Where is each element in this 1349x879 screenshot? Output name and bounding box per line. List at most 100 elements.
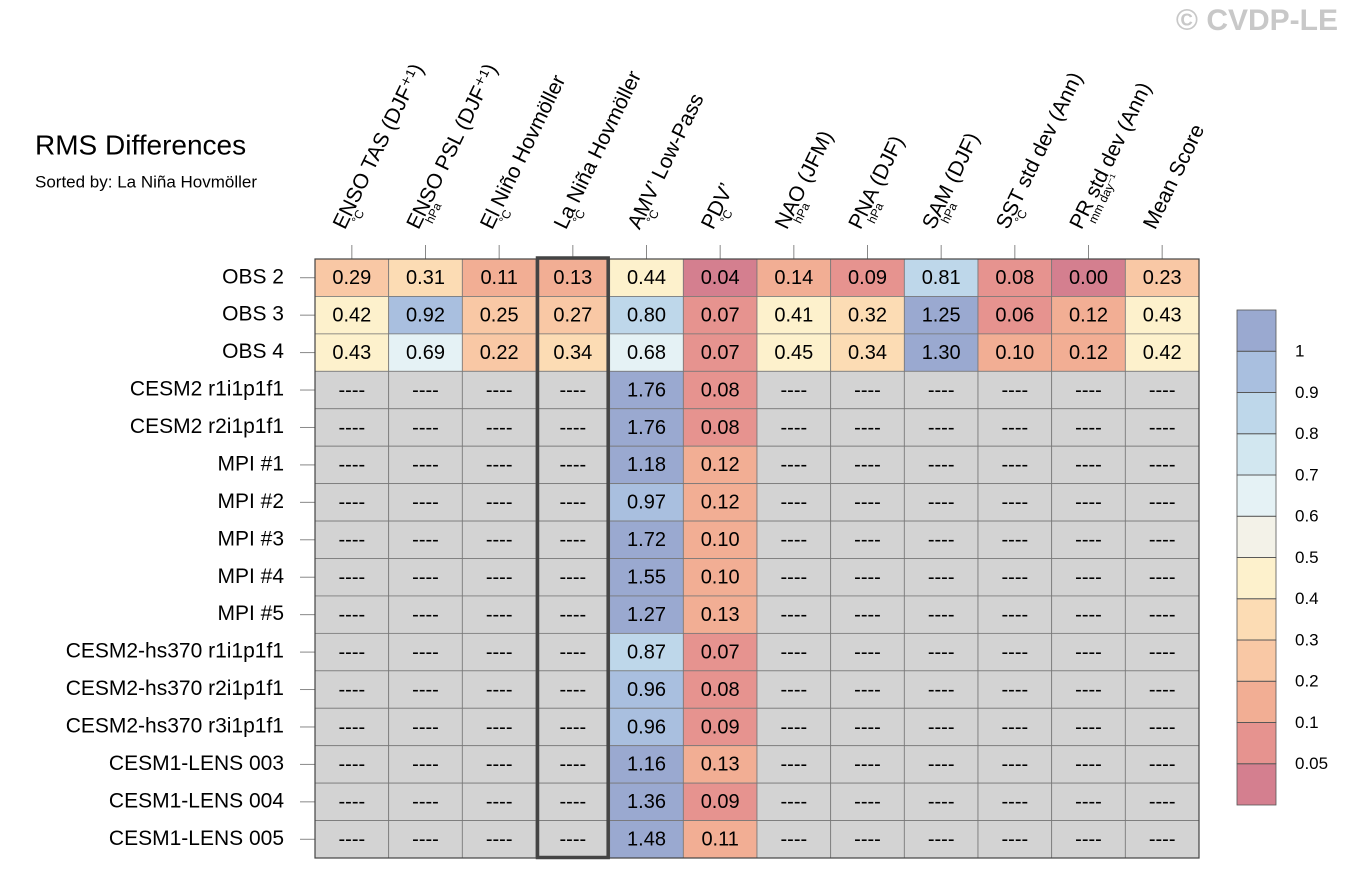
cell-label: 0.10	[701, 567, 740, 589]
column-label: AMV’ Low-Pass	[623, 90, 708, 233]
cell-label: 0.09	[701, 716, 740, 738]
missing-cell	[1051, 782, 1126, 821]
colorbar-tick-label: 0.05	[1295, 754, 1328, 773]
cell-label: ----	[1149, 641, 1176, 663]
cell-label: 0.25	[480, 304, 519, 326]
cell-label: ----	[560, 379, 587, 401]
row-label: OBS 2	[222, 265, 284, 288]
colorbar-tick-label: 0.9	[1295, 383, 1319, 402]
missing-cell	[1051, 558, 1126, 597]
missing-cell	[1124, 632, 1200, 672]
column-unit: °C	[570, 207, 589, 226]
missing-cell	[977, 745, 1053, 784]
cell-label: 0.34	[553, 342, 592, 364]
cell-label: 1.27	[627, 604, 666, 626]
cell-label: 0.09	[701, 791, 740, 813]
cell-label: 0.44	[627, 267, 666, 289]
cell-label: ----	[486, 791, 513, 813]
cell-label: 1.30	[922, 342, 961, 364]
cell	[609, 483, 684, 522]
cell	[609, 520, 684, 559]
cell	[388, 258, 463, 297]
missing-cell	[977, 445, 1053, 485]
missing-cell	[977, 670, 1053, 709]
cell	[903, 258, 979, 297]
cell-label: 0.69	[406, 342, 445, 364]
missing-cell	[535, 558, 611, 597]
cell-label: 0.96	[627, 679, 666, 701]
colorbar-tick-label: 1	[1295, 342, 1304, 361]
cell-label: ----	[560, 829, 587, 851]
cell-label: ----	[339, 829, 366, 851]
cell-label: 0.68	[627, 342, 666, 364]
missing-cell	[977, 632, 1053, 672]
missing-cell	[535, 370, 611, 410]
missing-cell	[314, 745, 390, 784]
colorbar-bin	[1236, 392, 1277, 435]
cell-label: ----	[1002, 492, 1029, 514]
cell-label: ----	[412, 641, 439, 663]
missing-cell	[314, 782, 390, 821]
missing-cell	[903, 370, 979, 410]
colorbar-bin	[1236, 350, 1277, 393]
cell	[682, 445, 758, 485]
missing-cell	[1051, 370, 1126, 410]
cell	[609, 370, 684, 410]
row-label: CESM1-LENS 005	[109, 827, 284, 850]
cell	[1051, 296, 1126, 335]
missing-cell	[1051, 520, 1126, 559]
missing-cell	[388, 408, 463, 447]
cell-label: ----	[781, 567, 808, 589]
cell-label: ----	[1149, 791, 1176, 813]
missing-cell	[388, 707, 463, 747]
missing-cell	[535, 670, 611, 709]
cell	[682, 632, 758, 672]
missing-cell	[830, 745, 905, 784]
cell-label: ----	[339, 641, 366, 663]
cell-label: 0.32	[848, 304, 887, 326]
cell-label: ----	[1075, 492, 1102, 514]
cell-label: 1.55	[627, 567, 666, 589]
missing-cell	[1124, 782, 1200, 821]
cell-label: ----	[854, 417, 881, 439]
missing-cell	[535, 595, 611, 634]
cell-label: 0.04	[701, 267, 740, 289]
cell	[609, 632, 684, 672]
cell-label: ----	[854, 567, 881, 589]
cell	[977, 258, 1053, 297]
missing-cell	[388, 483, 463, 522]
missing-cell	[1051, 445, 1126, 485]
missing-cell	[535, 520, 611, 559]
missing-cell	[830, 670, 905, 709]
cell	[1124, 296, 1200, 335]
cell-label: ----	[339, 604, 366, 626]
column-unit: °C	[1012, 207, 1031, 226]
cell-label: ----	[1075, 641, 1102, 663]
cell-label: 0.12	[1069, 304, 1108, 326]
cell-label: 0.42	[332, 304, 371, 326]
missing-cell	[535, 445, 611, 485]
missing-cell	[461, 707, 537, 747]
colorbar-bin	[1236, 680, 1277, 723]
cell-label: 0.31	[406, 267, 445, 289]
cell	[682, 333, 758, 372]
cell-label: ----	[412, 604, 439, 626]
cell-label: ----	[854, 829, 881, 851]
chart-title: RMS Differences	[35, 129, 246, 160]
row-label: CESM2-hs370 r1i1p1f1	[66, 640, 284, 663]
cell	[609, 595, 684, 634]
cell-label: ----	[486, 529, 513, 551]
cell-label: ----	[928, 791, 955, 813]
cell-label: ----	[1075, 716, 1102, 738]
missing-cell	[388, 670, 463, 709]
cell	[682, 296, 758, 335]
cell	[609, 408, 684, 447]
colorbar-tick-label: 0.8	[1295, 424, 1319, 443]
cell-label: 0.96	[627, 716, 666, 738]
cell-label: ----	[781, 679, 808, 701]
cell-label: ----	[1149, 567, 1176, 589]
cell	[1051, 333, 1126, 372]
cell-label: ----	[1002, 791, 1029, 813]
cell	[682, 670, 758, 709]
